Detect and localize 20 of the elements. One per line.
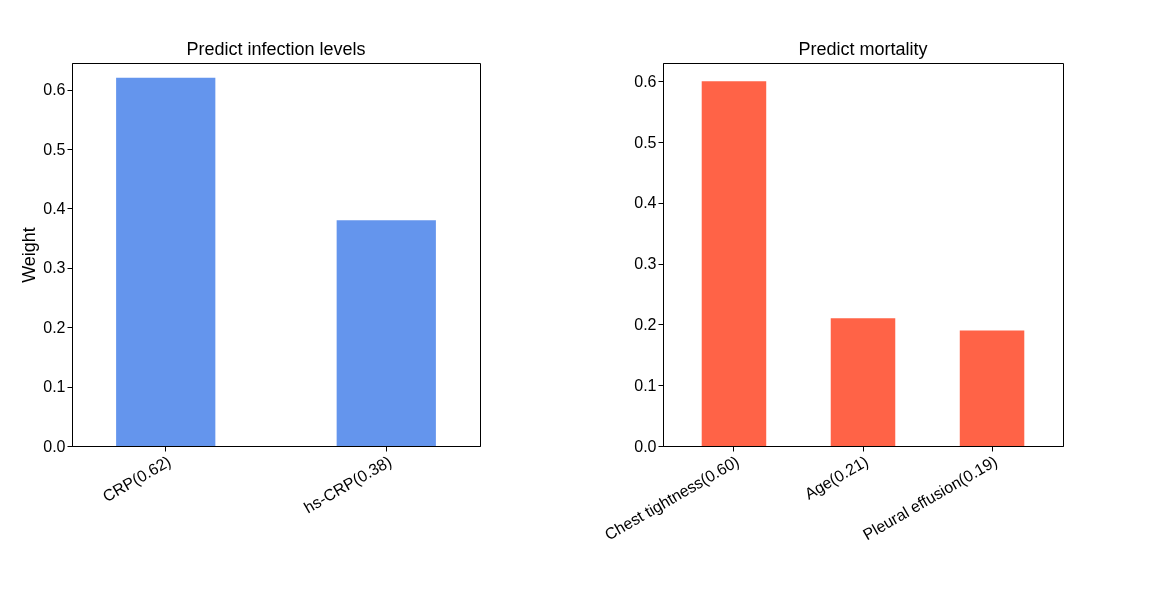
y-tick-label: 0.4 — [43, 199, 66, 217]
bar — [830, 318, 896, 446]
y-tick-label: 0.6 — [43, 81, 66, 99]
y-tick-label: 0.4 — [634, 194, 657, 212]
y-tick-label: 0.5 — [634, 133, 657, 151]
y-tick-label: 0.0 — [634, 437, 657, 455]
y-tick-label: 0.5 — [43, 140, 66, 158]
bar — [701, 81, 767, 446]
y-axis-title: Weight — [19, 227, 40, 283]
y-tick-label: 0.1 — [43, 378, 66, 396]
y-tick-label: 0.6 — [634, 72, 657, 90]
chart-title: Predict mortality — [798, 39, 928, 59]
y-tick-label: 0.3 — [634, 255, 657, 273]
y-tick-label: 0.3 — [43, 259, 66, 277]
y-tick-label: 0.2 — [43, 318, 66, 336]
chart-title: Predict infection levels — [186, 39, 366, 59]
y-tick-label: 0.0 — [43, 437, 66, 455]
bar — [959, 330, 1025, 446]
y-tick-label: 0.1 — [634, 376, 657, 394]
y-tick-label: 0.2 — [634, 315, 657, 333]
